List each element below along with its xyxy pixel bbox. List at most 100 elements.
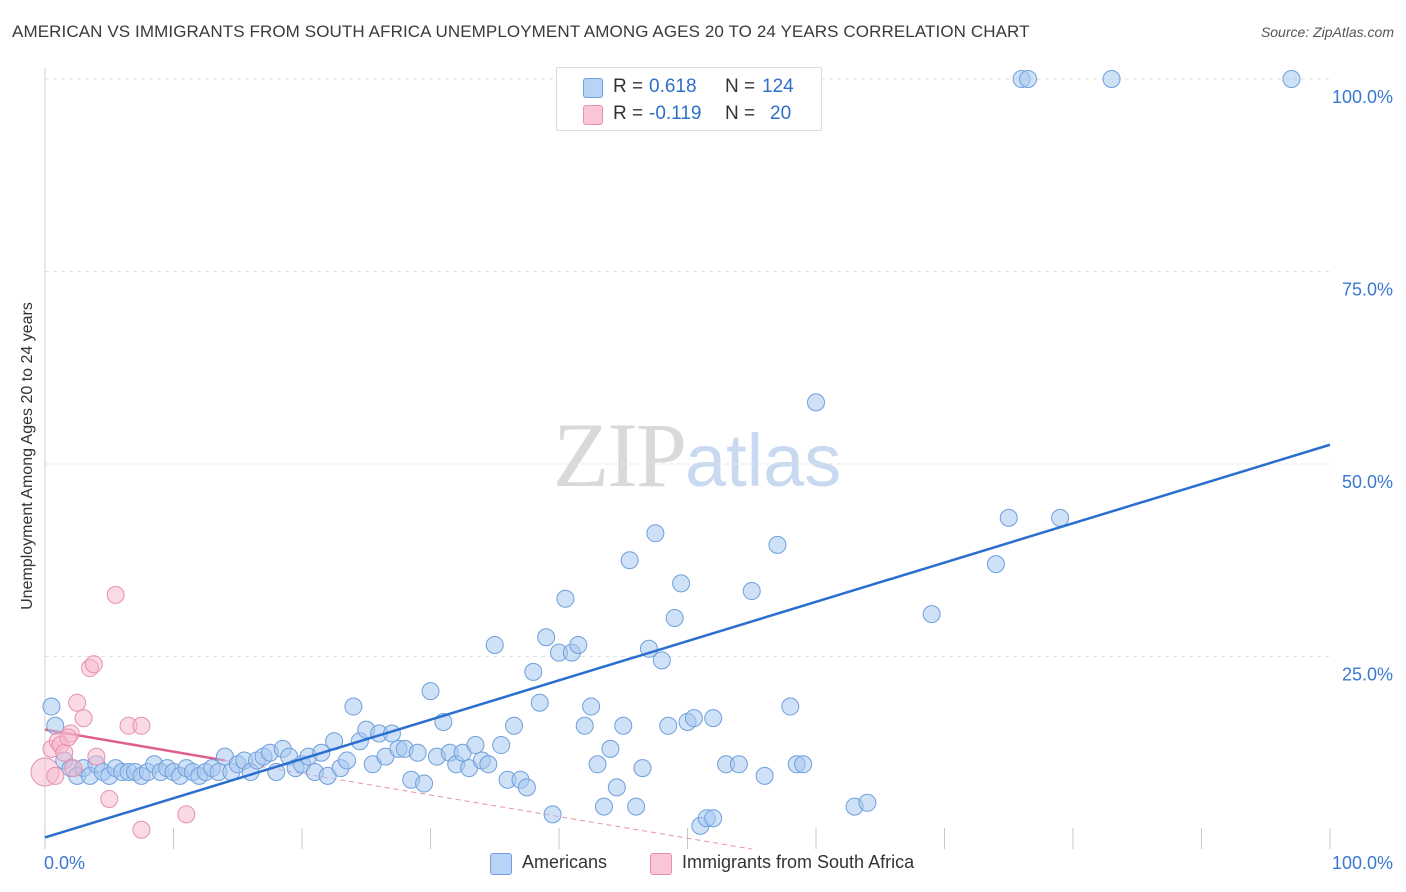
data-point-american xyxy=(652,651,671,670)
trend-line-americans xyxy=(44,443,1331,839)
bottom-legend-swatch-americans xyxy=(490,853,512,875)
legend-r-value: -0.119 xyxy=(649,103,702,124)
data-point-american xyxy=(543,805,562,824)
y-tick-label: 75.0% xyxy=(1342,280,1393,300)
data-point-immigrant xyxy=(64,759,83,778)
points-immigrants xyxy=(30,585,196,839)
data-point-american xyxy=(569,635,588,654)
x-tick-label-min: 0.0% xyxy=(44,853,85,873)
watermark: ZIPatlas xyxy=(553,402,841,508)
data-point-american xyxy=(415,774,434,793)
data-point-american xyxy=(742,582,761,601)
data-point-american xyxy=(556,589,575,608)
data-point-american xyxy=(1282,70,1301,88)
legend-row-immigrants: R = -0.119 N = 20 xyxy=(557,103,821,125)
data-point-american xyxy=(607,778,626,797)
data-point-american xyxy=(1019,70,1038,88)
legend-row-americans: R = 0.618 N = 124 xyxy=(557,76,821,98)
data-point-american xyxy=(537,628,556,647)
data-point-american xyxy=(646,524,665,543)
data-point-american xyxy=(704,809,723,828)
data-point-immigrant xyxy=(132,716,151,735)
data-point-american xyxy=(999,508,1018,527)
watermark-zip: ZIP xyxy=(553,404,687,506)
data-point-american xyxy=(768,535,787,554)
data-point-american xyxy=(588,755,607,774)
data-point-american xyxy=(421,682,440,701)
data-point-american xyxy=(594,797,613,816)
data-point-american xyxy=(492,736,511,755)
legend-swatch-americans xyxy=(583,78,603,98)
data-point-american xyxy=(922,605,941,624)
data-point-american xyxy=(633,759,652,778)
data-point-american xyxy=(530,693,549,712)
legend-n-label: N = xyxy=(725,76,756,97)
data-point-american xyxy=(1102,70,1121,88)
data-point-immigrant xyxy=(106,585,125,604)
data-point-american xyxy=(704,709,723,728)
data-point-american xyxy=(524,662,543,681)
legend-n-value: 20 xyxy=(770,103,792,124)
data-point-immigrant xyxy=(100,789,119,808)
legend-r-label: R = xyxy=(613,103,644,124)
data-point-american xyxy=(614,716,633,735)
data-point-american xyxy=(794,755,813,774)
data-point-immigrant xyxy=(68,693,87,712)
data-point-immigrant xyxy=(177,805,196,824)
data-point-american xyxy=(755,766,774,785)
data-point-american xyxy=(582,697,601,716)
data-point-immigrant xyxy=(74,709,93,728)
data-point-american xyxy=(408,743,427,762)
legend-n-value: 124 xyxy=(762,76,794,97)
legend-r-label: R = xyxy=(613,76,644,97)
data-point-american xyxy=(659,716,678,735)
data-point-american xyxy=(337,751,356,770)
data-point-american xyxy=(575,716,594,735)
data-point-american xyxy=(729,755,748,774)
y-tick-label: 100.0% xyxy=(1332,87,1393,107)
bottom-legend-swatch-immigrants xyxy=(650,853,672,875)
grid xyxy=(45,78,1330,657)
watermark-atlas: atlas xyxy=(685,419,842,502)
x-tick-label-max: 100.0% xyxy=(1332,853,1393,873)
legend-r-value: 0.618 xyxy=(649,76,697,97)
legend-n-label: N = xyxy=(725,103,756,124)
axes xyxy=(44,68,1331,849)
data-point-american xyxy=(505,716,524,735)
data-point-american xyxy=(485,635,504,654)
data-point-american xyxy=(479,755,498,774)
data-point-american xyxy=(858,793,877,812)
data-point-immigrant xyxy=(87,747,106,766)
data-point-american xyxy=(601,739,620,758)
correlation-legend: R = 0.618 N = 124 R = -0.119 N = 20 xyxy=(556,67,822,131)
data-point-immigrant xyxy=(132,820,151,839)
y-axis-label: Unemployment Among Ages 20 to 24 years xyxy=(19,302,36,610)
data-point-immigrant xyxy=(55,743,74,762)
data-point-american xyxy=(672,574,691,593)
data-point-american xyxy=(344,697,363,716)
points-americans xyxy=(42,70,1301,835)
data-point-american xyxy=(627,797,646,816)
data-point-american xyxy=(665,609,684,627)
data-point-american xyxy=(466,736,485,755)
data-point-american xyxy=(986,555,1005,574)
bottom-legend-label: Immigrants from South Africa xyxy=(682,852,915,872)
bottom-legend-label: Americans xyxy=(522,852,608,872)
y-tick-label: 25.0% xyxy=(1342,665,1393,685)
tick-labels: 25.0% 50.0% 75.0% 100.0% 0.0% 100.0% xyxy=(44,87,1393,873)
data-point-american xyxy=(1051,508,1070,527)
data-point-american xyxy=(781,697,800,716)
data-point-american xyxy=(517,778,536,797)
chart-title: AMERICAN VS IMMIGRANTS FROM SOUTH AFRICA… xyxy=(12,22,1030,41)
data-point-american xyxy=(807,393,825,412)
data-point-immigrant xyxy=(59,728,78,747)
data-point-immigrant xyxy=(84,655,103,674)
legend-swatch-immigrants xyxy=(583,105,603,125)
source-label: Source: ZipAtlas.com xyxy=(1260,24,1394,40)
data-point-immigrant xyxy=(46,766,65,785)
data-point-american xyxy=(620,551,639,570)
trend-line-extension-immigrants xyxy=(224,759,752,850)
data-point-american xyxy=(684,709,703,728)
y-tick-label: 50.0% xyxy=(1342,472,1393,492)
